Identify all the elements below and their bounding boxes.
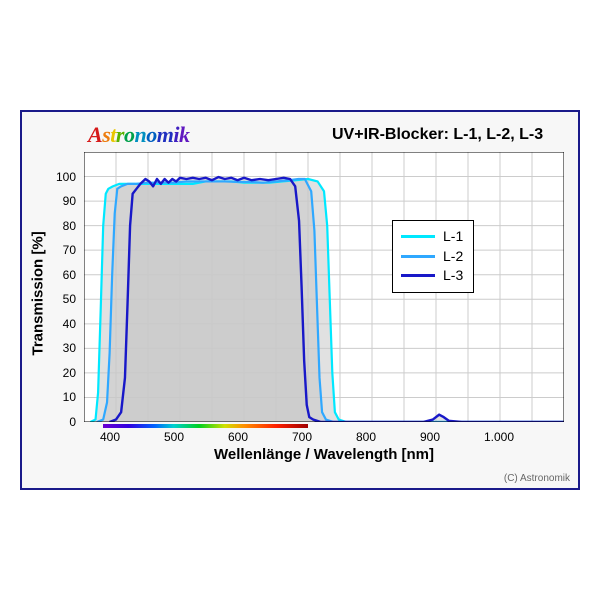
- legend-item: L-1: [401, 227, 463, 247]
- legend-label: L-1: [443, 227, 463, 247]
- y-tick: 40: [63, 317, 76, 331]
- legend-swatch: [401, 235, 435, 238]
- y-tick: 50: [63, 292, 76, 306]
- y-tick: 30: [63, 341, 76, 355]
- y-tick: 0: [69, 415, 76, 429]
- visible-spectrum-bar: [103, 424, 308, 428]
- copyright-text: (C) Astronomik: [504, 473, 570, 484]
- x-tick: 800: [356, 430, 376, 444]
- x-axis-label: Wellenlänge / Wavelength [nm]: [194, 446, 454, 463]
- x-tick: 600: [228, 430, 248, 444]
- plot-area: [84, 152, 564, 422]
- chart-frame: Astronomik UV+IR-Blocker: L-1, L-2, L-3 …: [20, 110, 580, 490]
- y-tick: 80: [63, 219, 76, 233]
- legend-swatch: [401, 255, 435, 258]
- y-axis-label: Transmission [%]: [30, 236, 47, 356]
- canvas: Astronomik UV+IR-Blocker: L-1, L-2, L-3 …: [0, 0, 600, 600]
- legend-label: L-2: [443, 247, 463, 267]
- legend: L-1L-2L-3: [392, 220, 474, 293]
- y-tick: 60: [63, 268, 76, 282]
- chart-title: UV+IR-Blocker: L-1, L-2, L-3: [332, 126, 543, 144]
- brand-logo: Astronomik: [88, 122, 189, 148]
- plot-svg: [84, 152, 564, 422]
- x-tick: 1.000: [484, 430, 514, 444]
- x-tick: 400: [100, 430, 120, 444]
- y-tick: 90: [63, 194, 76, 208]
- legend-item: L-3: [401, 266, 463, 286]
- y-tick: 10: [63, 390, 76, 404]
- y-tick: 70: [63, 243, 76, 257]
- x-tick: 700: [292, 430, 312, 444]
- legend-label: L-3: [443, 266, 463, 286]
- y-tick: 100: [56, 170, 76, 184]
- x-tick: 500: [164, 430, 184, 444]
- legend-item: L-2: [401, 247, 463, 267]
- x-tick: 900: [420, 430, 440, 444]
- legend-swatch: [401, 274, 435, 277]
- y-tick: 20: [63, 366, 76, 380]
